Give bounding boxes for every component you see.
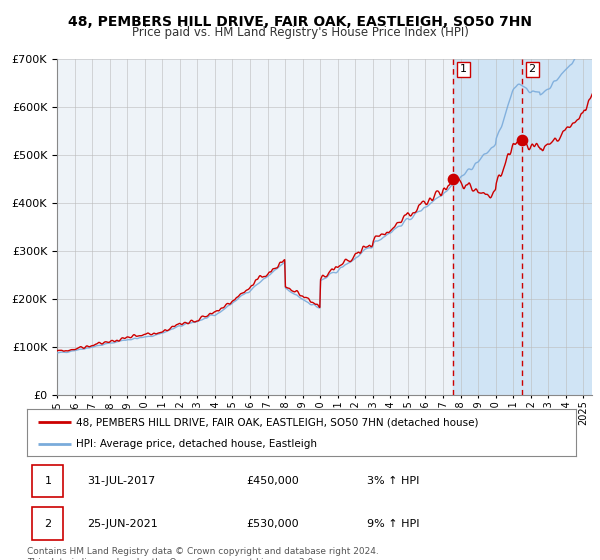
Point — [517, 136, 526, 145]
Text: 48, PEMBERS HILL DRIVE, FAIR OAK, EASTLEIGH, SO50 7HN: 48, PEMBERS HILL DRIVE, FAIR OAK, EASTLE… — [68, 15, 532, 29]
Text: 3% ↑ HPI: 3% ↑ HPI — [367, 476, 420, 486]
Text: 9% ↑ HPI: 9% ↑ HPI — [367, 519, 420, 529]
Text: Contains HM Land Registry data © Crown copyright and database right 2024.
This d: Contains HM Land Registry data © Crown c… — [27, 547, 379, 560]
Point — [448, 174, 458, 183]
Text: 1: 1 — [460, 64, 467, 74]
Text: 2: 2 — [44, 519, 52, 529]
Text: 25-JUN-2021: 25-JUN-2021 — [88, 519, 158, 529]
FancyBboxPatch shape — [32, 465, 62, 497]
Text: 2: 2 — [529, 64, 536, 74]
Text: Price paid vs. HM Land Registry's House Price Index (HPI): Price paid vs. HM Land Registry's House … — [131, 26, 469, 39]
Text: £450,000: £450,000 — [247, 476, 299, 486]
Text: 48, PEMBERS HILL DRIVE, FAIR OAK, EASTLEIGH, SO50 7HN (detached house): 48, PEMBERS HILL DRIVE, FAIR OAK, EASTLE… — [76, 417, 479, 427]
Text: £530,000: £530,000 — [247, 519, 299, 529]
FancyBboxPatch shape — [32, 507, 62, 540]
Text: 31-JUL-2017: 31-JUL-2017 — [88, 476, 155, 486]
Text: HPI: Average price, detached house, Eastleigh: HPI: Average price, detached house, East… — [76, 439, 317, 449]
Bar — [453, 59, 592, 395]
Text: 1: 1 — [44, 476, 52, 486]
